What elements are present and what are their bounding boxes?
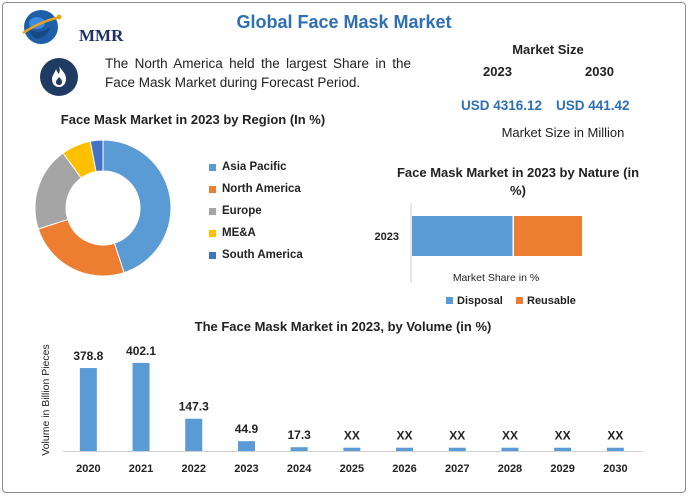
info-text: The North America held the largest Share… [105, 56, 411, 90]
logo-text: MMR [79, 26, 124, 45]
market-size-value-a: USD 4316.12 [461, 98, 543, 113]
volume-tick-label: 2025 [340, 463, 364, 475]
volume-bar-2030 [606, 447, 624, 451]
volume-data-label: XX [555, 429, 571, 443]
volume-data-label: 147.3 [179, 400, 209, 414]
nature-legend-swatch [516, 297, 523, 304]
volume-data-label: 402.1 [126, 344, 156, 358]
volume-bar-2021 [132, 362, 150, 451]
volume-bar-2022 [185, 418, 203, 451]
region-legend-item: ME&A [209, 227, 256, 239]
market-size-year-b: 2030 [585, 64, 614, 79]
nature-legend-label: Reusable [527, 295, 576, 307]
market-size-year-a: 2023 [483, 64, 512, 79]
volume-data-label: XX [344, 429, 360, 443]
infographic-frame: MMR Global Face Mask Market The North Am… [2, 2, 686, 493]
volume-bar-2029 [554, 447, 572, 451]
volume-data-label: XX [502, 429, 518, 443]
market-size-title: Market Size [512, 42, 584, 57]
volume-bar-2024 [290, 447, 308, 451]
legend-swatch [209, 207, 216, 215]
volume-tick-label: 2026 [392, 463, 416, 475]
volume-bar-2020 [79, 368, 97, 451]
nature-category-label: 2023 [375, 231, 399, 243]
volume-data-label: 44.9 [235, 422, 259, 436]
legend-swatch [209, 229, 216, 237]
legend-label: ME&A [222, 227, 256, 239]
nature-bar-chart: 2023 Market Share in % Disposal Reusable [375, 203, 582, 307]
volume-tick-label: 2024 [287, 463, 312, 475]
region-chart-title: Face Mask Market in 2023 by Region (In %… [60, 112, 326, 127]
region-legend-item: South America [209, 249, 303, 261]
legend-swatch [209, 185, 216, 193]
nature-chart-title: Face Mask Market in 2023 by Nature (in %… [396, 165, 640, 198]
volume-chart-title: The Face Mask Market in 2023, by Volume … [194, 319, 492, 334]
volume-bar-2027 [448, 447, 466, 451]
volume-tick-label: 2028 [498, 463, 522, 475]
donut-slice-north-america [37, 218, 125, 277]
legend-swatch [209, 251, 216, 259]
flame-icon [40, 58, 78, 96]
volume-bar-2026 [396, 447, 414, 451]
region-legend-item: Europe [209, 205, 262, 217]
legend-swatch [209, 163, 216, 171]
region-legend-item: Asia Pacific [209, 161, 287, 173]
volume-data-label: XX [397, 429, 413, 443]
logo: MMR [19, 7, 129, 47]
nature-legend-swatch [446, 297, 453, 304]
volume-bar-2028 [501, 447, 519, 451]
volume-tick-label: 2027 [445, 463, 469, 475]
page-title: Global Face Mask Market [236, 12, 452, 32]
volume-tick-label: 2029 [550, 463, 574, 475]
volume-data-label: 17.3 [287, 428, 311, 442]
nature-legend-label: Disposal [457, 295, 503, 307]
volume-tick-label: 2023 [234, 463, 258, 475]
donut-slice-south-america [89, 139, 104, 173]
market-size-value-b: USD 441.42 [556, 98, 630, 113]
volume-data-label: XX [607, 429, 623, 443]
volume-bar-chart: Volume in Billion Pieces 378.8 2020 402.1 20… [40, 344, 643, 475]
legend-label: South America [222, 249, 303, 261]
region-donut-chart [34, 139, 172, 277]
region-legend-item: North America [209, 183, 301, 195]
globe-logo-icon [22, 10, 62, 44]
volume-tick-label: 2030 [603, 463, 627, 475]
legend-label: North America [222, 183, 301, 195]
legend-label: Asia Pacific [222, 161, 287, 173]
volume-tick-label: 2020 [76, 463, 100, 475]
nature-bar-disposal [412, 216, 513, 256]
nature-x-axis-label: Market Share in % [453, 272, 539, 284]
market-size-unit: Market Size in Million [501, 125, 625, 140]
volume-data-label: 378.8 [73, 349, 103, 363]
volume-data-label: XX [449, 429, 465, 443]
volume-tick-label: 2021 [129, 463, 153, 475]
volume-y-axis-label: Volume in Billion Pieces [40, 344, 52, 455]
volume-tick-label: 2022 [182, 463, 206, 475]
nature-bar-reusable [514, 216, 582, 256]
legend-label: Europe [222, 205, 262, 217]
donut-slice-asia-pacific [102, 139, 172, 274]
volume-bar-2025 [343, 447, 361, 451]
volume-bar-2023 [237, 441, 255, 451]
